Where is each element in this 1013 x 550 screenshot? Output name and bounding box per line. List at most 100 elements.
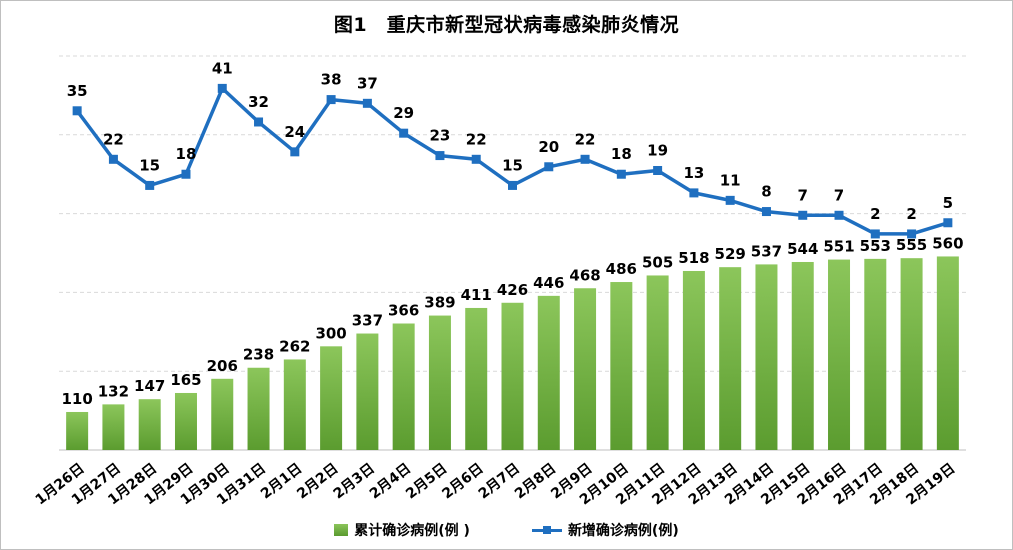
line-point [217, 83, 227, 93]
line-point [145, 180, 155, 190]
bar [66, 411, 89, 450]
bar-data-label: 132 [98, 382, 129, 400]
line-data-label: 37 [357, 74, 378, 92]
line-point [689, 188, 699, 198]
bar [900, 258, 923, 450]
bar-data-label: 366 [388, 302, 419, 320]
bar [138, 399, 161, 450]
bar [356, 333, 379, 450]
bar-data-label: 529 [715, 245, 746, 263]
line-point [544, 162, 554, 172]
bar [791, 261, 814, 450]
bar [392, 323, 415, 450]
bar-data-label: 426 [497, 281, 528, 299]
bar [247, 367, 270, 450]
line-data-label: 2 [906, 205, 916, 223]
line-data-label: 32 [248, 93, 269, 111]
bar [102, 404, 125, 450]
bar [864, 258, 887, 450]
line-point [761, 207, 771, 217]
bar [283, 359, 306, 450]
legend-label-cumulative: 累计确诊病例(例 ) [354, 523, 470, 539]
line-data-label: 8 [761, 183, 771, 201]
bar-data-label: 551 [823, 238, 854, 256]
bar-data-label: 553 [860, 237, 891, 255]
line-point [616, 169, 626, 179]
line-point [399, 128, 409, 138]
line-data-label: 41 [212, 59, 233, 77]
bar-data-label: 110 [61, 390, 92, 408]
line-point [181, 169, 191, 179]
bar-data-label: 486 [606, 260, 637, 278]
bar [211, 378, 234, 450]
bar [682, 270, 705, 450]
line-point [798, 210, 808, 220]
line-data-label: 7 [834, 186, 844, 204]
line-point [362, 98, 372, 108]
bar [465, 307, 488, 450]
line-data-label: 29 [393, 104, 414, 122]
legend-item-cumulative: 累计确诊病例(例 ) [334, 520, 470, 540]
bar [537, 295, 560, 450]
bar-data-label: 468 [569, 266, 600, 284]
bar-data-label: 411 [461, 286, 492, 304]
line-data-label: 20 [538, 138, 559, 156]
line-data-label: 2 [870, 205, 880, 223]
bar-data-label: 518 [678, 249, 709, 267]
chart-title: 图1 重庆市新型冠状病毒感染肺炎情况 [333, 14, 680, 36]
line-data-label: 19 [647, 142, 668, 160]
line-point [508, 180, 517, 190]
line-data-label: 18 [611, 145, 632, 163]
line-data-label: 15 [502, 156, 523, 174]
line-point [290, 147, 300, 157]
line-data-label: 15 [139, 156, 160, 174]
bar [174, 392, 197, 450]
bar [755, 264, 778, 450]
line-data-label: 18 [176, 145, 197, 163]
line-point [580, 154, 590, 164]
bar-data-label: 505 [642, 253, 673, 271]
bar [320, 346, 343, 450]
bar-data-label: 537 [751, 242, 782, 260]
line-point [471, 154, 481, 164]
bar-data-label: 147 [134, 377, 165, 395]
bar [936, 256, 959, 450]
bar-data-label: 238 [243, 346, 274, 364]
chart-legend: 累计确诊病例(例 ) 新增确诊病例(例) [0, 520, 1013, 540]
bar [574, 288, 597, 450]
line-data-label: 24 [284, 123, 305, 141]
legend-item-new: 新增确诊病例(例) [531, 520, 679, 540]
line-data-label: 22 [575, 130, 596, 148]
legend-bar-swatch [334, 524, 349, 536]
bar [646, 275, 669, 450]
bar [719, 267, 742, 450]
line-data-label: 22 [103, 130, 124, 148]
bar-data-label: 544 [787, 240, 818, 258]
line-point [725, 195, 735, 205]
line-data-label: 7 [798, 186, 808, 204]
line-point [907, 229, 917, 239]
bar [501, 302, 524, 450]
legend-line-swatch [531, 525, 562, 534]
bar [428, 315, 451, 450]
bar-data-label: 555 [896, 236, 927, 254]
line-point [870, 229, 880, 239]
line-data-label: 22 [466, 130, 487, 148]
bar-data-label: 300 [315, 324, 346, 342]
line-point [653, 166, 663, 175]
bar-data-label: 337 [352, 312, 383, 330]
line-point [943, 218, 953, 228]
bar [610, 282, 633, 450]
line-data-label: 11 [720, 171, 741, 189]
bar-data-label: 389 [424, 294, 455, 312]
bar-data-label: 165 [170, 371, 201, 389]
line-data-label: 38 [321, 71, 342, 89]
bar-data-label: 206 [207, 357, 238, 375]
line-data-label: 35 [67, 82, 88, 100]
line-data-label: 23 [430, 127, 451, 145]
line-data-label: 13 [683, 164, 704, 182]
legend-label-new: 新增确诊病例(例) [567, 523, 679, 539]
bar-data-label: 560 [932, 234, 963, 252]
bar-data-label: 446 [533, 274, 564, 292]
